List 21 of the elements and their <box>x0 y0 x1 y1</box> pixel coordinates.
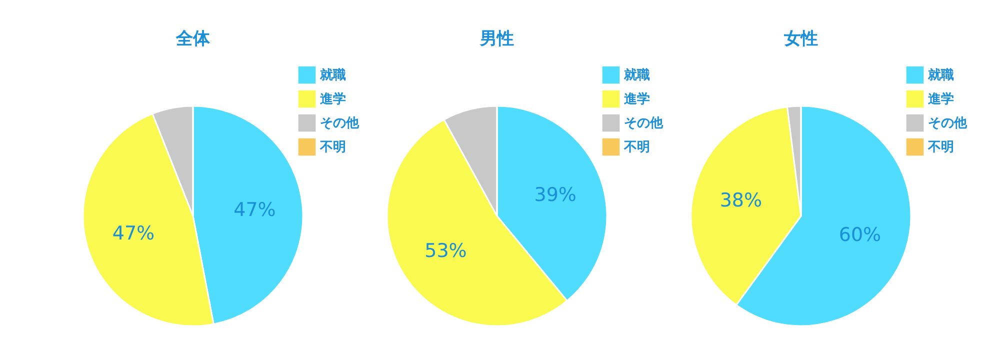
chart-title: 男性 <box>479 29 514 49</box>
chart-title: 女性 <box>783 29 818 49</box>
legend-label: 進学 <box>319 92 346 107</box>
legend-label: 就職 <box>927 67 954 83</box>
legend-label: その他 <box>928 116 968 131</box>
data-label: 53% <box>424 240 467 262</box>
data-label: 47% <box>234 199 276 222</box>
legend-label: 不明 <box>623 140 650 155</box>
legend-label: その他 <box>320 116 360 131</box>
legend-label: 進学 <box>623 92 650 107</box>
chart-title: 全体 <box>175 29 211 49</box>
data-label: 38% <box>720 190 762 212</box>
legend-label: 進学 <box>927 92 954 107</box>
data-label: 47% <box>112 222 155 244</box>
data-label: 39% <box>534 184 576 206</box>
legend-label: 就職 <box>319 67 346 83</box>
legend-label: 就職 <box>623 67 650 83</box>
legend-label: 不明 <box>927 140 954 155</box>
data-label: 60% <box>838 224 882 246</box>
legend-label: その他 <box>624 116 664 131</box>
legend-label: 不明 <box>319 140 346 155</box>
